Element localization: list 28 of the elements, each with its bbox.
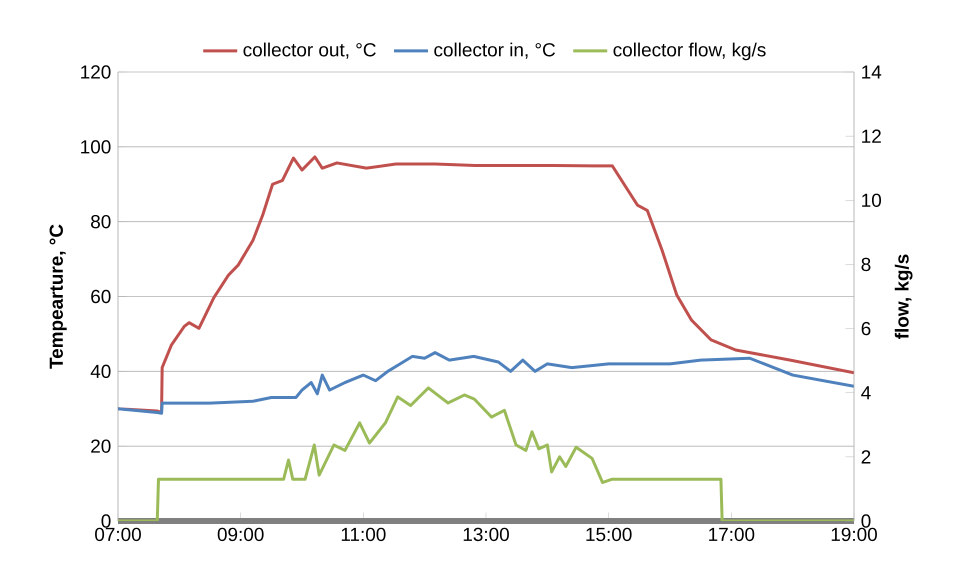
x-tick-label: 19:00 [832, 528, 877, 542]
x-tick-label: 09:00 [218, 528, 264, 542]
y-tick-label: 20 [91, 439, 111, 453]
y-tick-label: 0 [102, 514, 111, 528]
y-tick-label: 40 [90, 364, 111, 378]
y2-tick-label: 12 [862, 130, 881, 143]
line-series [118, 351, 854, 415]
y-tick-label: 80 [91, 214, 111, 228]
y-tick-label: 100 [81, 140, 111, 154]
y-tick-label: 120 [81, 65, 111, 79]
legend-label: collector out, °C [244, 42, 376, 59]
y2-tick-label: 2 [862, 450, 870, 464]
legend-label: collector in, °C [434, 42, 556, 59]
y-axis-title: Tempearture, °C [50, 224, 67, 369]
x-tick-label: 13:00 [464, 528, 509, 542]
x-tick-label: 11:00 [342, 528, 386, 542]
y2-tick-label: 14 [862, 65, 882, 79]
y2-tick-label: 6 [862, 322, 870, 336]
y-tick-label: 60 [91, 290, 111, 304]
y2-tick-label: 0 [861, 514, 870, 528]
legend-label: collector flow, kg/s [614, 42, 766, 60]
x-tick-label: 17:00 [709, 528, 754, 542]
y2-tick-label: 4 [861, 386, 871, 400]
y2-tick-label: 10 [862, 194, 882, 207]
x-tick-label: 15:00 [586, 528, 632, 542]
y2-tick-label: 8 [862, 258, 870, 272]
x-tick-label: 07:00 [95, 528, 141, 542]
y2-axis-title: flow, kg/s [894, 254, 913, 339]
